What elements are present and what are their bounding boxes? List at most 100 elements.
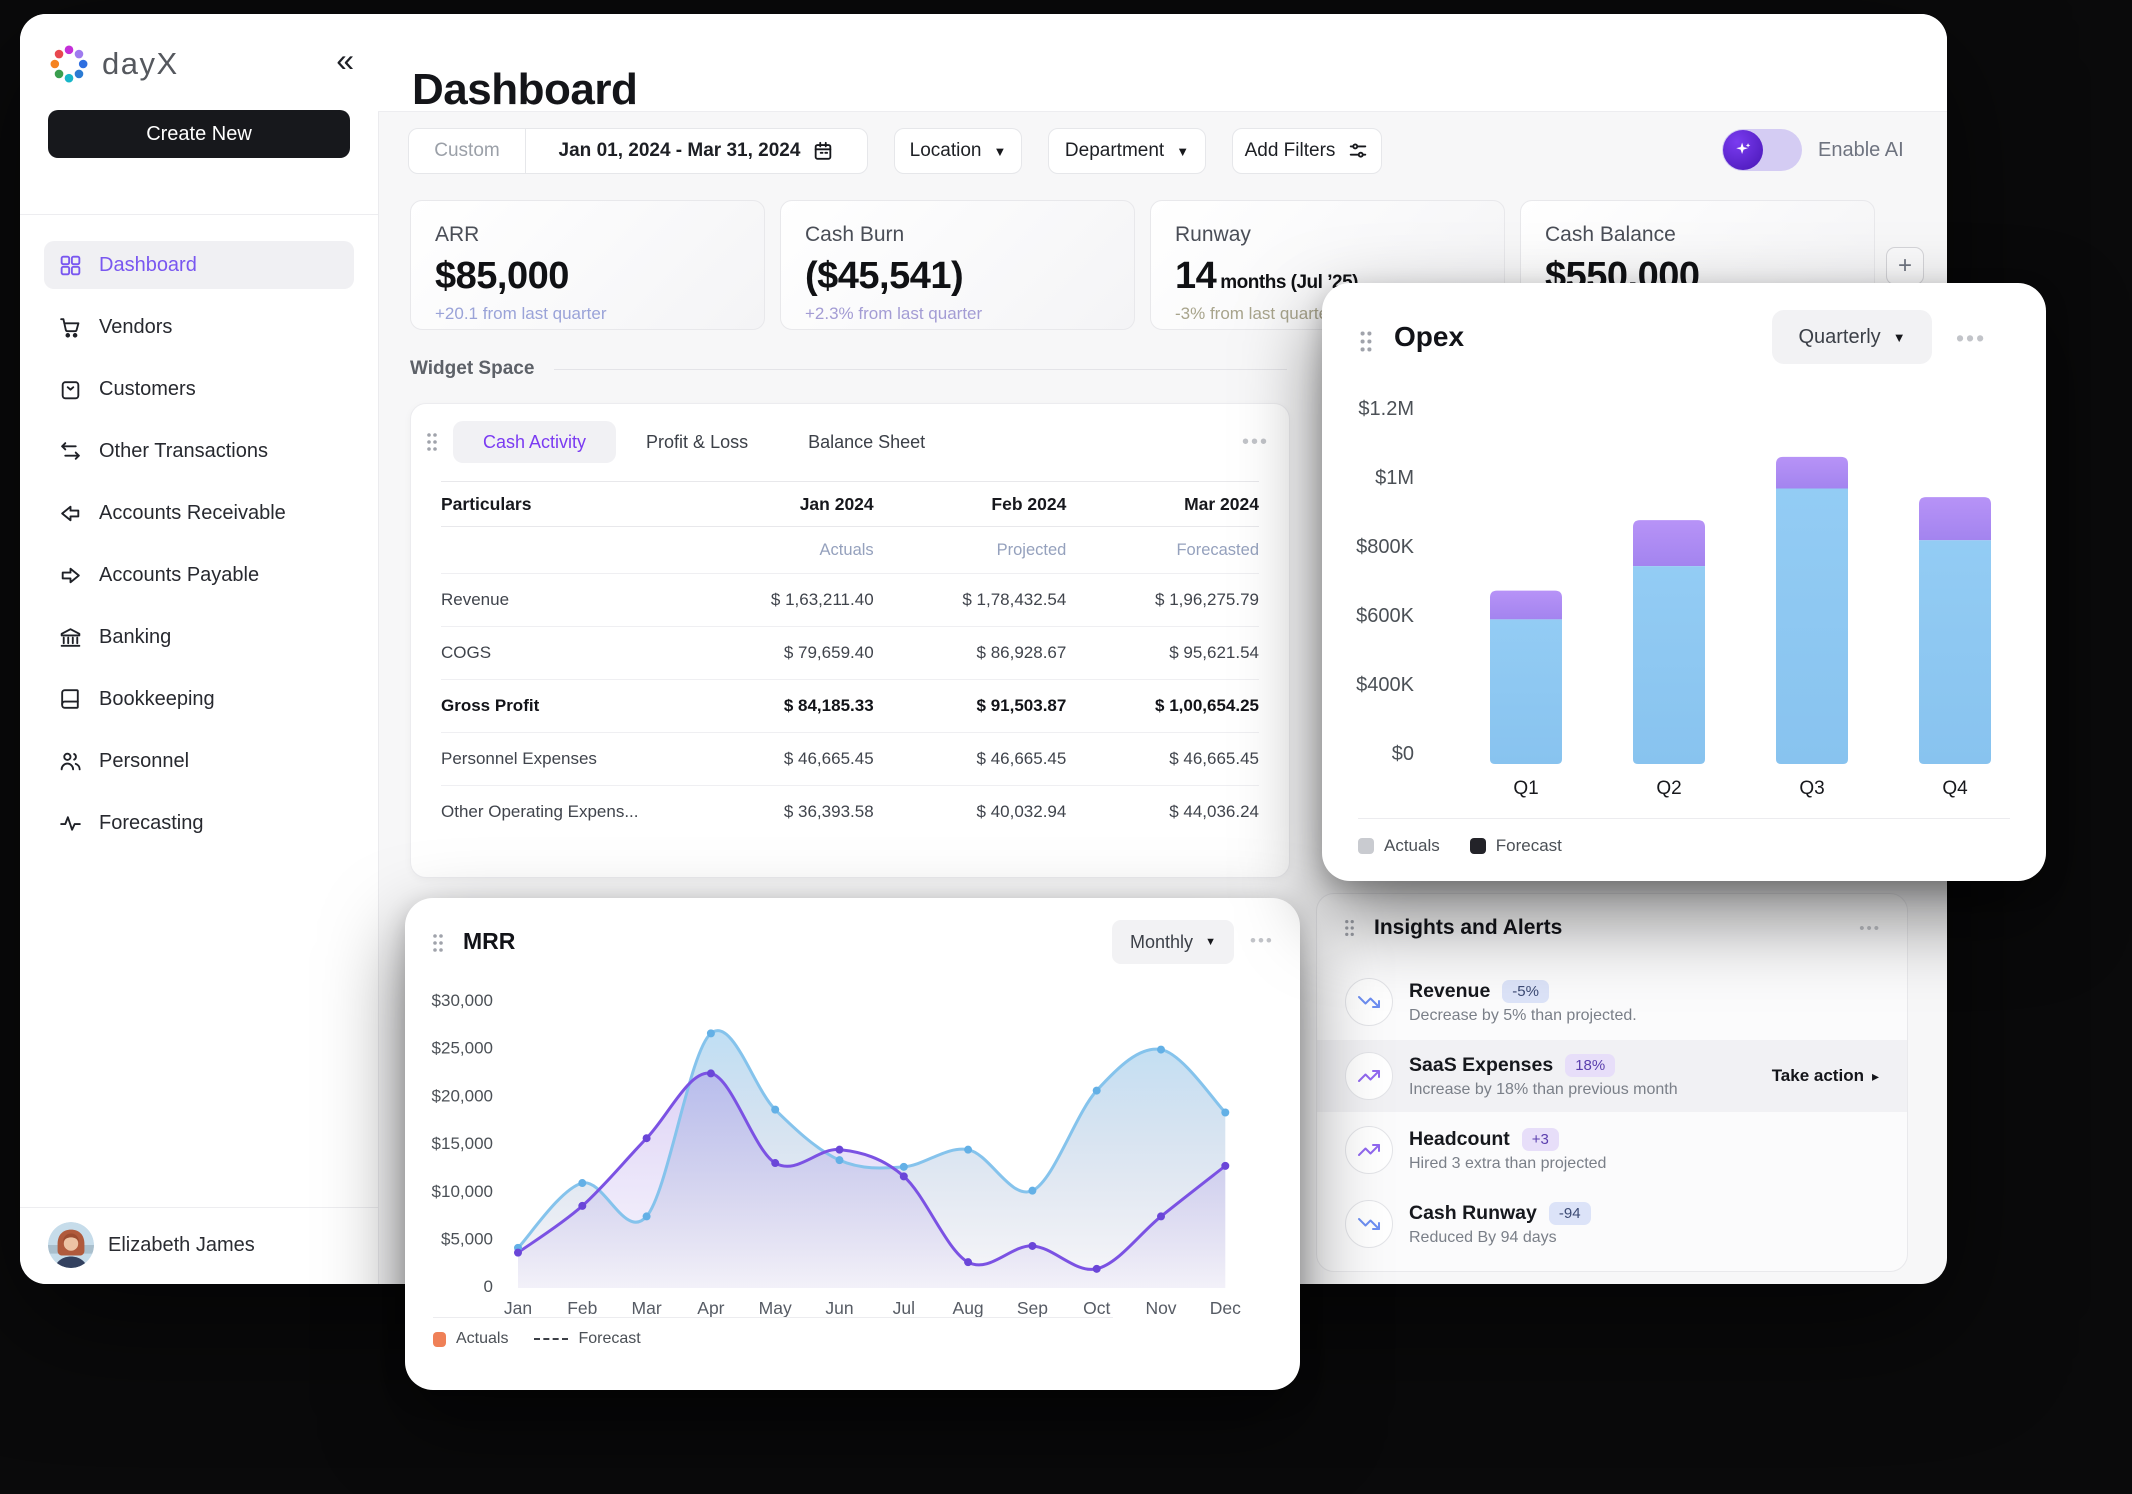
legend-forecast: Forecast	[534, 1330, 641, 1348]
cash-activity-widget: Cash Activity Profit & Loss Balance Shee…	[410, 403, 1290, 878]
user-divider	[20, 1207, 378, 1208]
svg-text:$15,000: $15,000	[432, 1134, 493, 1153]
svg-text:Dec: Dec	[1210, 1298, 1241, 1318]
svg-text:Apr: Apr	[697, 1298, 724, 1318]
svg-text:Jan: Jan	[504, 1298, 532, 1318]
kpi-label: Runway	[1175, 223, 1251, 246]
sidebar-item-bookkeeping[interactable]: Bookkeeping	[44, 675, 354, 723]
sidebar-item-label: Accounts Receivable	[99, 501, 286, 524]
tab-cash-activity[interactable]: Cash Activity	[453, 421, 617, 463]
cart-icon	[60, 317, 80, 338]
date-range-text: Jan 01, 2024 - Mar 31, 2024	[558, 140, 801, 161]
svg-text:Oct: Oct	[1083, 1298, 1110, 1318]
widget-menu-icon[interactable]	[1242, 431, 1269, 454]
legend-forecast: Forecast	[1469, 836, 1562, 856]
insight-headcount: Headcount +3 Hired 3 extra than projected	[1317, 1114, 1907, 1186]
insight-title: Revenue	[1409, 979, 1491, 1002]
svg-text:Jul: Jul	[893, 1298, 915, 1318]
brand-logo: dayX	[48, 40, 354, 88]
sidebar-item-banking[interactable]: Banking	[44, 613, 354, 661]
department-dropdown[interactable]: Department	[1048, 128, 1206, 174]
widget-tabs: Cash Activity Profit & Loss Balance Shee…	[425, 420, 1269, 464]
table-row-gross-profit: Gross Profit $ 84,185.33 $ 91,503.87 $ 1…	[441, 680, 1259, 733]
date-range-value[interactable]: Jan 01, 2024 - Mar 31, 2024	[526, 140, 867, 162]
insight-badge: 18%	[1565, 1053, 1616, 1077]
widget-space-header: Widget Space	[410, 358, 1287, 380]
insight-desc: Hired 3 extra than projected	[1409, 1154, 1607, 1172]
insight-saas-expenses: SaaS Expenses 18% Increase by 18% than pr…	[1317, 1040, 1907, 1112]
ai-toggle-knob	[1723, 130, 1763, 170]
sidebar-item-personnel[interactable]: Personnel	[44, 737, 354, 785]
page-title: Dashboard	[412, 65, 638, 115]
sidebar-item-accounts-payable[interactable]: Accounts Payable	[44, 551, 354, 599]
opex-period-dropdown[interactable]: Quarterly	[1772, 310, 1932, 364]
ai-toggle-track[interactable]	[1722, 129, 1802, 171]
opex-menu-icon[interactable]	[1956, 325, 1986, 352]
tabs-divider	[441, 481, 1259, 482]
mrr-period-dropdown[interactable]: Monthly	[1112, 920, 1234, 964]
avatar	[48, 1222, 94, 1268]
kpi-value: 14 months (Jul ’25)	[1175, 255, 1358, 297]
drag-handle-icon[interactable]	[431, 932, 445, 954]
sidebar-item-other-transactions[interactable]: Other Transactions	[44, 427, 354, 475]
drag-handle-icon[interactable]	[1358, 329, 1374, 354]
svg-text:Nov: Nov	[1145, 1298, 1176, 1318]
svg-text:May: May	[759, 1298, 792, 1318]
svg-text:Feb: Feb	[567, 1298, 597, 1318]
sidebar-item-label: Customers	[99, 377, 196, 400]
chevron-down-icon	[1176, 144, 1189, 159]
content-header: Dashboard	[378, 14, 1947, 115]
insight-cash-runway: Cash Runway -94 Reduced By 94 days	[1317, 1188, 1907, 1260]
tab-balance-sheet[interactable]: Balance Sheet	[808, 431, 926, 452]
date-range-mode[interactable]: Custom	[409, 129, 526, 173]
forecast-dash-swatch	[534, 1338, 569, 1340]
arrow-left-icon	[61, 505, 80, 521]
svg-text:Jun: Jun	[825, 1298, 853, 1318]
enable-ai-toggle[interactable]: Enable AI	[1722, 126, 1904, 174]
kpi-card-cash-burn: Cash Burn ($45,541) +2.3% from last quar…	[780, 200, 1135, 330]
add-filters-button[interactable]: Add Filters	[1232, 128, 1382, 174]
table-row: Revenue $ 1,63,211.40 $ 1,78,432.54 $ 1,…	[441, 574, 1259, 627]
sidebar-item-label: Bookkeeping	[99, 687, 215, 710]
drag-handle-icon[interactable]	[425, 431, 439, 453]
drag-handle-icon[interactable]	[1343, 918, 1356, 938]
svg-text:$1.2M: $1.2M	[1358, 398, 1414, 420]
user-profile[interactable]: Elizabeth James	[48, 1220, 255, 1270]
arrow-right-icon	[61, 567, 80, 583]
sidebar-collapse-icon[interactable]	[336, 44, 354, 76]
kpi-card-arr: ARR $85,000 +20.1 from last quarter	[410, 200, 765, 330]
location-dropdown-label: Location	[909, 140, 982, 161]
svg-text:0: 0	[484, 1277, 493, 1296]
table-row: COGS $ 79,659.40 $ 86,928.67 $ 95,621.54	[441, 627, 1259, 680]
sidebar-item-vendors[interactable]: Vendors	[44, 303, 354, 351]
opex-bar-chart: $1.2M $1M $800K $600K $400K $0 Q1 Q2 Q3 Q4	[1356, 398, 1991, 799]
sidebar-item-forecasting[interactable]: Forecasting	[44, 799, 354, 847]
insight-desc: Decrease by 5% than projected.	[1409, 1006, 1637, 1024]
legend-actuals: Actuals	[1358, 836, 1440, 856]
date-range-picker[interactable]: Custom Jan 01, 2024 - Mar 31, 2024	[408, 128, 868, 174]
create-new-button[interactable]: Create New	[48, 110, 350, 158]
add-filters-label: Add Filters	[1244, 140, 1336, 161]
widget-space-line	[554, 368, 1287, 370]
sidebar-item-label: Forecasting	[99, 811, 204, 834]
mrr-period-label: Monthly	[1130, 931, 1194, 952]
chevron-down-icon	[1893, 330, 1906, 345]
kpi-label: ARR	[435, 223, 480, 246]
kpi-delta: +2.3% from last quarter	[805, 304, 983, 323]
trend-down-icon	[1345, 1200, 1393, 1248]
opex-legend-divider	[1358, 818, 2010, 819]
trend-up-icon	[1345, 1126, 1393, 1174]
mrr-menu-icon[interactable]	[1250, 931, 1274, 951]
sidebar-item-dashboard[interactable]: Dashboard	[44, 241, 354, 289]
mrr-legend-divider	[433, 1317, 1113, 1318]
add-widget-button[interactable]: +	[1886, 247, 1924, 285]
insights-menu-icon[interactable]	[1859, 920, 1881, 937]
sidebar-item-customers[interactable]: Customers	[44, 365, 354, 413]
sidebar-item-accounts-receivable[interactable]: Accounts Receivable	[44, 489, 354, 537]
location-dropdown[interactable]: Location	[894, 128, 1022, 174]
mrr-area-chart: $30,000 $25,000 $20,000 $15,000 $10,000 $5,00…	[432, 991, 1242, 1318]
col-mar: Mar 2024	[1184, 493, 1259, 514]
tab-profit-loss[interactable]: Profit & Loss	[646, 431, 749, 452]
take-action-button[interactable]: Take action ▸	[1771, 1066, 1879, 1085]
legend-actuals: Actuals	[433, 1330, 508, 1348]
